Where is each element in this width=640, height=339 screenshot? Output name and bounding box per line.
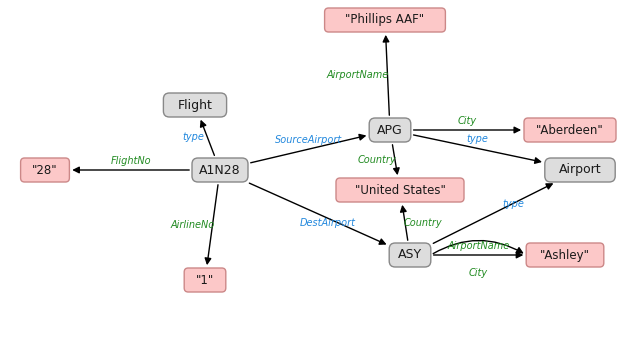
Text: ASY: ASY — [398, 248, 422, 261]
FancyBboxPatch shape — [545, 158, 615, 182]
Text: Airport: Airport — [559, 163, 602, 177]
Text: "Aberdeen": "Aberdeen" — [536, 123, 604, 137]
FancyBboxPatch shape — [184, 268, 226, 292]
Text: "Phillips AAF": "Phillips AAF" — [346, 14, 424, 26]
Text: "Ashley": "Ashley" — [540, 248, 590, 261]
FancyBboxPatch shape — [524, 118, 616, 142]
Text: Flight: Flight — [177, 99, 212, 112]
FancyBboxPatch shape — [324, 8, 445, 32]
Text: DestAirport: DestAirport — [300, 218, 356, 228]
Text: Country: Country — [358, 155, 396, 165]
Text: City: City — [458, 116, 477, 126]
FancyBboxPatch shape — [336, 178, 464, 202]
Text: AirportName: AirportName — [447, 241, 509, 251]
Text: "1": "1" — [196, 274, 214, 286]
FancyBboxPatch shape — [389, 243, 431, 267]
Text: AirlineNo: AirlineNo — [170, 220, 214, 230]
FancyBboxPatch shape — [369, 118, 411, 142]
Text: "28": "28" — [32, 163, 58, 177]
FancyBboxPatch shape — [526, 243, 604, 267]
Text: SourceAirport: SourceAirport — [275, 135, 342, 145]
Text: Country: Country — [404, 218, 442, 227]
FancyBboxPatch shape — [20, 158, 69, 182]
Text: APG: APG — [377, 123, 403, 137]
Text: type: type — [502, 199, 524, 209]
Text: AirportName: AirportName — [326, 70, 388, 80]
Text: type: type — [182, 133, 204, 142]
Text: City: City — [469, 268, 488, 278]
FancyBboxPatch shape — [192, 158, 248, 182]
Text: A1N28: A1N28 — [199, 163, 241, 177]
Text: FlightNo: FlightNo — [110, 156, 151, 166]
Text: type: type — [467, 135, 489, 144]
Text: "United States": "United States" — [355, 183, 445, 197]
FancyBboxPatch shape — [163, 93, 227, 117]
